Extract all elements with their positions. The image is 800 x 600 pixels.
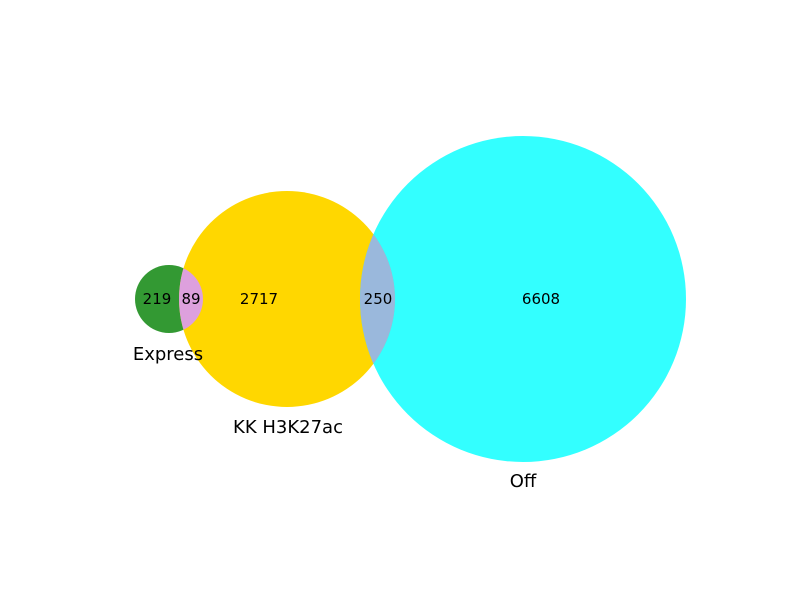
- kk-h3k27ac-circle: [179, 191, 395, 407]
- off-circle: [360, 136, 686, 462]
- count-kk-only: 2717: [240, 290, 278, 308]
- label-express: Express: [133, 344, 203, 365]
- count-express-only: 219: [143, 290, 172, 308]
- label-kk-h3k27ac: KK H3K27ac: [233, 417, 343, 438]
- label-off: Off: [510, 471, 537, 492]
- count-off-only: 6608: [522, 290, 560, 308]
- count-kk-off: 250: [364, 290, 393, 308]
- count-express-kk: 89: [181, 290, 200, 308]
